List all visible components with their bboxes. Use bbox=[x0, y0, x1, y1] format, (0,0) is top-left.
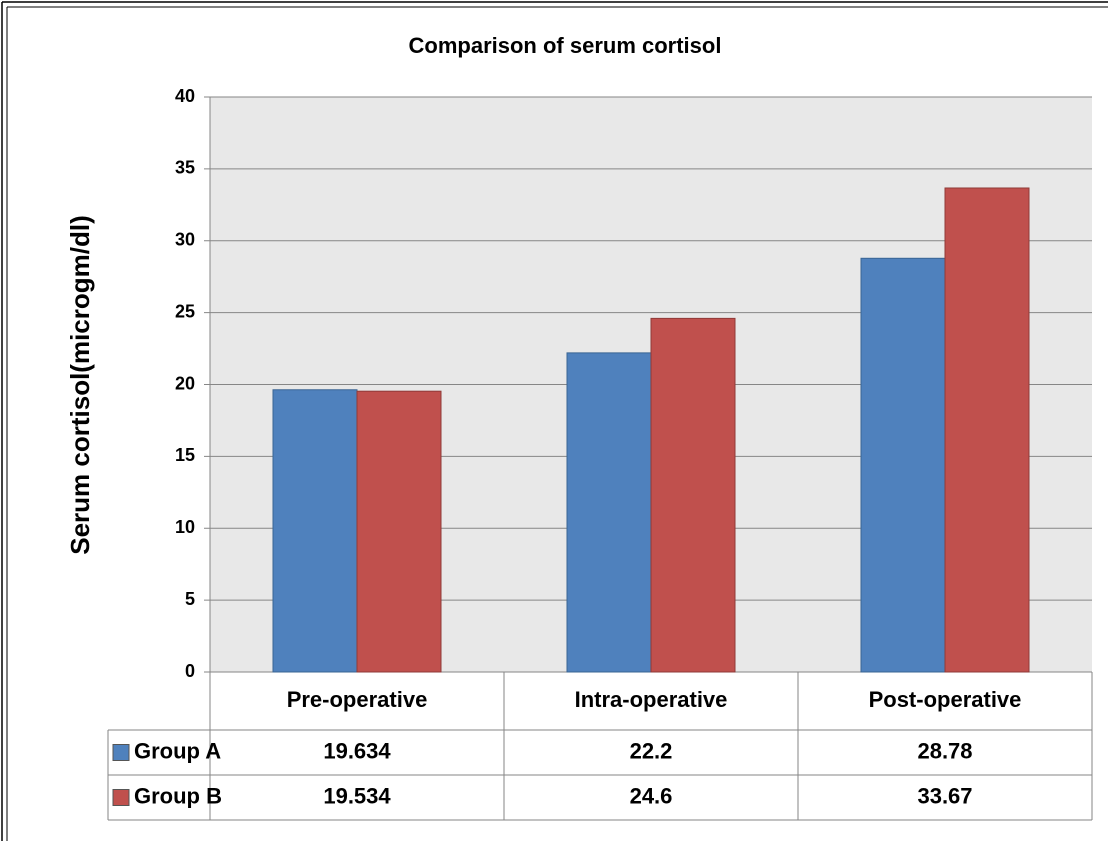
y-axis-label: Serum cortisol(microgm/dl) bbox=[65, 215, 95, 555]
y-tick-label: 25 bbox=[175, 301, 195, 321]
x-tick-label: Pre-operative bbox=[287, 687, 428, 712]
bar bbox=[650, 317, 736, 673]
table-value: 19.634 bbox=[323, 738, 391, 763]
table-value: 19.534 bbox=[323, 783, 391, 808]
bar bbox=[566, 352, 652, 673]
table-value: 28.78 bbox=[917, 738, 972, 763]
table-value: 33.67 bbox=[917, 783, 972, 808]
y-tick-label: 15 bbox=[175, 445, 195, 465]
legend-label: Group A bbox=[134, 738, 221, 763]
bar bbox=[356, 390, 442, 673]
y-tick-label: 20 bbox=[175, 373, 195, 393]
x-tick-label: Post-operative bbox=[869, 687, 1022, 712]
y-tick-label: 40 bbox=[175, 86, 195, 106]
y-tick-label: 30 bbox=[175, 230, 195, 250]
legend-swatch bbox=[112, 789, 130, 806]
y-tick-label: 35 bbox=[175, 158, 195, 178]
bar bbox=[944, 187, 1030, 673]
y-tick-label: 10 bbox=[175, 517, 195, 537]
y-tick-label: 5 bbox=[185, 589, 195, 609]
table-value: 22.2 bbox=[630, 738, 673, 763]
bar bbox=[860, 257, 946, 673]
y-tick-label: 0 bbox=[185, 661, 195, 681]
legend-swatch bbox=[112, 744, 130, 761]
chart-title: Comparison of serum cortisol bbox=[409, 33, 722, 58]
bar bbox=[272, 389, 358, 673]
legend-label: Group B bbox=[134, 783, 222, 808]
x-tick-label: Intra-operative bbox=[575, 687, 728, 712]
table-value: 24.6 bbox=[630, 783, 673, 808]
